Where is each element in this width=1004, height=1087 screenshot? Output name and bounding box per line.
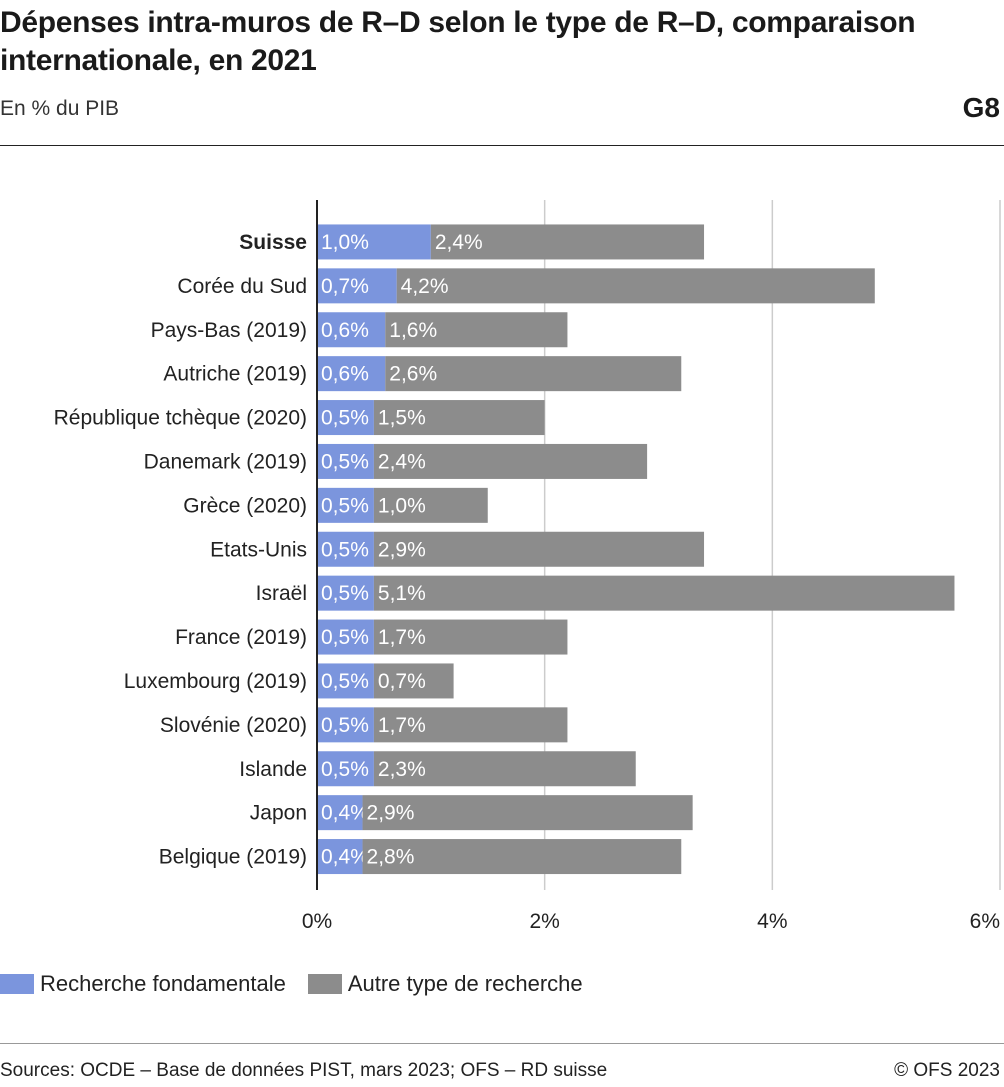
data-label-other: 1,5% (378, 407, 426, 430)
category-label: Etats-Unis (210, 538, 307, 561)
data-label-fundamental: 1,0% (321, 231, 369, 254)
legend-item-fundamental: Recherche fondamentale (0, 971, 286, 997)
data-label-other: 1,6% (389, 319, 437, 342)
bar-other (373, 531, 705, 567)
category-label: Belgique (2019) (159, 846, 307, 869)
chart-legend: Recherche fondamentale Autre type de rec… (0, 971, 605, 997)
data-label-other: 2,4% (435, 231, 483, 254)
bar-fundamental (317, 400, 374, 436)
bar-other (373, 443, 648, 479)
data-label-fundamental: 0,5% (321, 714, 369, 737)
data-label-other: 2,4% (378, 450, 426, 473)
bar-fundamental (317, 619, 374, 655)
category-label: Autriche (2019) (163, 363, 307, 386)
bar-fundamental (317, 312, 386, 348)
category-label: Islande (239, 758, 307, 781)
bar-fundamental (317, 795, 363, 831)
bar-other (373, 619, 568, 655)
bar-other (396, 268, 875, 304)
x-tick-label: 6% (970, 910, 1000, 933)
category-label: Slovénie (2020) (160, 714, 307, 737)
data-label-other: 4,2% (401, 275, 449, 298)
stacked-bar-chart: 0% 2% 4% 6% 1,0% 2,4% Suisse 0,7% 4,2% Corée du S… (54, 200, 1001, 933)
bar-other (362, 795, 693, 831)
data-label-fundamental: 0,6% (321, 319, 369, 342)
graph-number: G8 (962, 92, 1000, 123)
data-label-fundamental: 0,7% (321, 275, 369, 298)
bar-fundamental (317, 707, 374, 743)
bar-fundamental (317, 531, 374, 567)
category-label: Suisse (239, 231, 307, 254)
bar-other (373, 400, 545, 436)
x-tick-label: 4% (757, 910, 787, 933)
bar-other (385, 312, 568, 348)
data-label-fundamental: 0,5% (321, 582, 369, 605)
data-label-other: 1,7% (378, 626, 426, 649)
x-tick-label: 0% (302, 910, 332, 933)
bar-other (362, 839, 682, 875)
bar-fundamental (317, 356, 386, 392)
data-label-fundamental: 0,4% (321, 846, 369, 869)
data-label-fundamental: 0,5% (321, 670, 369, 693)
category-label: Pays-Bas (2019) (151, 319, 307, 342)
bar-fundamental (317, 443, 374, 479)
data-label-other: 5,1% (378, 582, 426, 605)
legend-label-other: Autre type de recherche (347, 971, 583, 996)
category-label: Grèce (2020) (183, 494, 307, 517)
bar-other (373, 751, 636, 787)
footer-divider (0, 1043, 1004, 1044)
data-label-other: 2,9% (378, 538, 426, 561)
bar-other (430, 224, 705, 260)
data-label-other: 2,6% (389, 363, 437, 386)
bar-fundamental (317, 575, 374, 611)
bar-other (385, 356, 682, 392)
category-label: Japon (250, 802, 307, 825)
chart-title: Dépenses intra-muros de R–D selon le typ… (0, 6, 916, 77)
bar-fundamental (317, 839, 363, 875)
bar-fundamental (317, 487, 374, 523)
legend-label-fundamental: Recherche fondamentale (40, 971, 286, 996)
bar-fundamental (317, 663, 374, 699)
category-label: Luxembourg (2019) (124, 670, 307, 693)
data-label-fundamental: 0,5% (321, 538, 369, 561)
data-label-fundamental: 0,5% (321, 494, 369, 517)
data-label-fundamental: 0,5% (321, 407, 369, 430)
data-label-fundamental: 0,5% (321, 626, 369, 649)
category-label: Danemark (2019) (144, 450, 307, 473)
category-label: Corée du Sud (177, 275, 307, 298)
data-label-other: 2,8% (367, 846, 415, 869)
bar-other (373, 575, 955, 611)
bar-other (373, 487, 488, 523)
data-label-fundamental: 0,5% (321, 450, 369, 473)
data-label-other: 1,7% (378, 714, 426, 737)
bar-fundamental (317, 268, 397, 304)
legend-swatch-other (307, 974, 342, 994)
bar-fundamental (317, 224, 431, 260)
category-label: France (2019) (175, 626, 307, 649)
data-label-other: 1,0% (378, 494, 426, 517)
data-label-other: 2,3% (378, 758, 426, 781)
source-note: Sources: OCDE – Base de données PIST, ma… (0, 1060, 608, 1081)
header-divider (0, 145, 1004, 146)
copyright-note: © OFS 2023 (894, 1060, 1000, 1081)
bar-other (373, 663, 454, 699)
data-label-other: 2,9% (367, 802, 415, 825)
legend-item-other: Autre type de recherche (307, 971, 583, 997)
data-label-other: 0,7% (378, 670, 426, 693)
bar-fundamental (317, 751, 374, 787)
x-tick-label: 2% (529, 910, 559, 933)
chart-subtitle: En % du PIB (0, 97, 120, 120)
bar-other (373, 707, 568, 743)
data-label-fundamental: 0,5% (321, 758, 369, 781)
data-label-fundamental: 0,4% (321, 802, 369, 825)
category-label: République tchèque (2020) (54, 407, 307, 430)
category-label: Israël (256, 582, 307, 605)
data-label-fundamental: 0,6% (321, 363, 369, 386)
legend-swatch-fundamental (0, 974, 34, 994)
